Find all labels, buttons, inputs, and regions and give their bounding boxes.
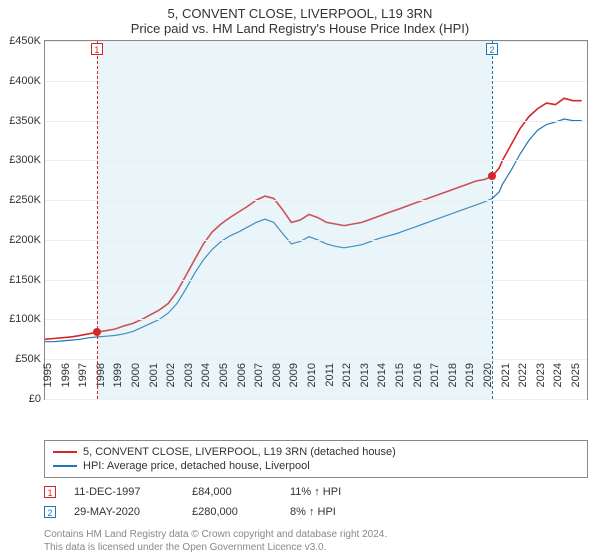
gridline: [45, 41, 587, 42]
chart-title: 5, CONVENT CLOSE, LIVERPOOL, L19 3RN: [0, 0, 600, 21]
y-axis-label: £0: [29, 393, 41, 405]
legend: 5, CONVENT CLOSE, LIVERPOOL, L19 3RN (de…: [44, 440, 588, 478]
y-axis-label: £100K: [9, 313, 41, 325]
x-axis-label: 2012: [341, 363, 353, 403]
x-axis-label: 2018: [447, 363, 459, 403]
legend-item: 5, CONVENT CLOSE, LIVERPOOL, L19 3RN (de…: [53, 445, 579, 459]
y-axis-label: £150K: [9, 274, 41, 286]
x-axis-label: 1999: [112, 363, 124, 403]
x-axis-label: 2004: [200, 363, 212, 403]
x-axis-label: 2014: [376, 363, 388, 403]
x-axis-label: 1996: [60, 363, 72, 403]
event-vline: [97, 41, 98, 399]
x-axis-label: 2001: [148, 363, 160, 403]
event-date: 11-DEC-1997: [74, 486, 174, 498]
legend-label: 5, CONVENT CLOSE, LIVERPOOL, L19 3RN (de…: [83, 446, 396, 458]
y-axis-label: £300K: [9, 154, 41, 166]
y-axis-label: £350K: [9, 115, 41, 127]
legend-item: HPI: Average price, detached house, Live…: [53, 459, 579, 473]
y-axis-label: £450K: [9, 35, 41, 47]
x-axis-label: 2023: [535, 363, 547, 403]
event-delta: 11% ↑ HPI: [290, 486, 341, 498]
x-axis-label: 2022: [517, 363, 529, 403]
footer-line: This data is licensed under the Open Gov…: [44, 541, 588, 554]
chart-plot-area: £0£50K£100K£150K£200K£250K£300K£350K£400…: [44, 40, 588, 400]
y-axis-label: £50K: [15, 353, 41, 365]
x-axis-label: 2005: [218, 363, 230, 403]
gridline: [45, 359, 587, 360]
gridline: [45, 280, 587, 281]
x-axis-label: 1997: [77, 363, 89, 403]
x-axis-label: 2016: [412, 363, 424, 403]
event-marker-icon: 1: [91, 43, 103, 55]
y-axis-label: £250K: [9, 194, 41, 206]
shaded-region: [97, 41, 492, 399]
x-axis-label: 2008: [271, 363, 283, 403]
event-row: 2 29-MAY-2020 £280,000 8% ↑ HPI: [44, 502, 588, 522]
x-axis-label: 2009: [288, 363, 300, 403]
events-table: 1 11-DEC-1997 £84,000 11% ↑ HPI 2 29-MAY…: [44, 482, 588, 522]
event-delta: 8% ↑ HPI: [290, 506, 336, 518]
x-axis-label: 2002: [165, 363, 177, 403]
event-marker-icon: 2: [486, 43, 498, 55]
event-date: 29-MAY-2020: [74, 506, 174, 518]
sale-dot-icon: [93, 328, 101, 336]
footer-line: Contains HM Land Registry data © Crown c…: [44, 528, 588, 541]
x-axis-label: 2015: [394, 363, 406, 403]
sale-dot-icon: [488, 172, 496, 180]
gridline: [45, 240, 587, 241]
x-axis-label: 2011: [324, 363, 336, 403]
x-axis-label: 2017: [429, 363, 441, 403]
x-axis-label: 2003: [183, 363, 195, 403]
event-marker-icon: 2: [44, 506, 56, 518]
event-row: 1 11-DEC-1997 £84,000 11% ↑ HPI: [44, 482, 588, 502]
event-vline: [492, 41, 493, 399]
gridline: [45, 200, 587, 201]
x-axis-label: 2010: [306, 363, 318, 403]
x-axis-label: 2013: [359, 363, 371, 403]
x-axis-label: 2007: [253, 363, 265, 403]
chart-subtitle: Price paid vs. HM Land Registry's House …: [0, 21, 600, 40]
x-axis-label: 2021: [500, 363, 512, 403]
gridline: [45, 160, 587, 161]
event-price: £280,000: [192, 506, 272, 518]
footer: Contains HM Land Registry data © Crown c…: [44, 528, 588, 554]
event-marker-icon: 1: [44, 486, 56, 498]
legend-swatch: [53, 451, 77, 453]
chart-container: 5, CONVENT CLOSE, LIVERPOOL, L19 3RN Pri…: [0, 0, 600, 560]
legend-label: HPI: Average price, detached house, Live…: [83, 460, 310, 472]
x-axis-label: 2019: [464, 363, 476, 403]
y-axis-label: £200K: [9, 234, 41, 246]
legend-swatch: [53, 465, 77, 467]
x-axis-label: 1995: [42, 363, 54, 403]
x-axis-label: 2000: [130, 363, 142, 403]
event-price: £84,000: [192, 486, 272, 498]
x-axis-label: 2025: [570, 363, 582, 403]
x-axis-label: 2024: [552, 363, 564, 403]
gridline: [45, 121, 587, 122]
x-axis-label: 2006: [236, 363, 248, 403]
y-axis-label: £400K: [9, 75, 41, 87]
gridline: [45, 319, 587, 320]
gridline: [45, 81, 587, 82]
